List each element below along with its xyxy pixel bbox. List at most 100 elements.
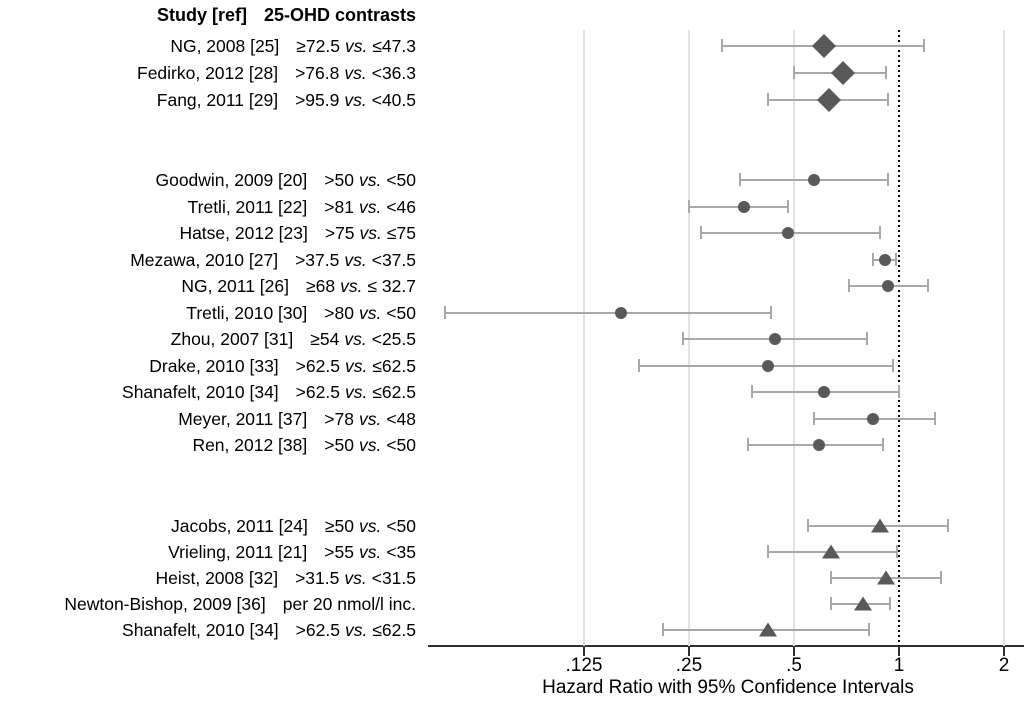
contrast-right-value: <31.5 xyxy=(371,568,416,588)
gridline-0.125 xyxy=(583,30,585,646)
x-tick-label-1: 1 xyxy=(893,655,905,676)
study-name: Heist, 2008 [32] xyxy=(155,568,279,588)
study-name: Ren, 2012 [38] xyxy=(192,435,308,455)
study-name: Hatse, 2012 [23] xyxy=(179,223,308,243)
contrast-right-value: ≤ 32.7 xyxy=(367,276,416,296)
contrast-left-value: >31.5 xyxy=(295,568,340,588)
study-name: Shanafelt, 2010 [34] xyxy=(122,382,279,402)
contrast-text: >50 vs. <50 xyxy=(324,432,416,458)
contrast-text: >78 vs. <48 xyxy=(324,406,416,432)
contrast-right-value: <50 xyxy=(386,516,416,536)
study-row: NG, 2011 [26] ≥68 vs. ≤ 32.7 xyxy=(0,273,416,299)
contrast-left-value: ≥72.5 xyxy=(296,36,340,56)
contrast-right-value: <35 xyxy=(386,542,416,562)
study-name: NG, 2008 [25] xyxy=(170,36,280,56)
ci-cap-right xyxy=(887,173,889,186)
contrast-left-value: >50 xyxy=(324,170,354,190)
study-row: Tretli, 2011 [22] >81 vs. <46 xyxy=(0,194,416,220)
contrast-right-value: <37.5 xyxy=(371,249,416,270)
study-name: Jacobs, 2011 [24] xyxy=(171,516,308,536)
vs-label: vs. xyxy=(344,90,367,110)
vs-label: vs. xyxy=(358,542,382,562)
contrast-left-value: >37.5 xyxy=(295,249,340,270)
study-row: Goodwin, 2009 [20] >50 vs. <50 xyxy=(0,167,416,193)
study-row: Drake, 2010 [33] >62.5 vs. ≤62.5 xyxy=(0,353,416,379)
contrast-text: ≥72.5 vs. ≤47.3 xyxy=(296,33,416,59)
contrast-text: >37.5 vs. <37.5 xyxy=(295,247,416,273)
x-tick-label-.5: .5 xyxy=(786,655,802,676)
ci-cap-left xyxy=(766,545,769,558)
study-name: Zhou, 2007 [31] xyxy=(170,329,294,349)
contrast-text: >31.5 vs. <31.5 xyxy=(295,565,416,591)
study-name: Fedirko, 2012 [28] xyxy=(137,63,279,83)
vs-label: vs. xyxy=(344,382,368,402)
study-name: Tretli, 2011 [22] xyxy=(187,196,308,217)
contrast-right-value: ≤62.5 xyxy=(372,382,416,402)
ci-cap-right xyxy=(923,39,926,52)
ci-cap-left xyxy=(638,358,641,372)
contrast-left-value: >78 xyxy=(324,408,354,429)
hr-marker-diamond xyxy=(830,60,855,86)
contrast-right-value: ≤47.3 xyxy=(372,36,416,56)
study-name: Mezawa, 2010 [27] xyxy=(130,249,279,270)
ci-cap-right xyxy=(887,93,889,106)
contrast-left-value: >50 xyxy=(324,435,354,455)
hr-marker-circle xyxy=(878,253,891,266)
study-name: NG, 2011 [26] xyxy=(181,276,290,296)
study-name: Fang, 2011 [29] xyxy=(156,90,279,110)
contrast-right-value: ≤62.5 xyxy=(372,355,416,376)
ci-cap-right xyxy=(786,199,789,213)
vs-label: vs. xyxy=(344,249,367,270)
contrast-right-value: <50 xyxy=(386,170,416,190)
hr-marker-circle xyxy=(768,333,781,345)
ci-cap-left xyxy=(699,226,702,239)
hr-marker-triangle xyxy=(758,622,777,637)
ci-cap-right xyxy=(898,385,900,398)
study-name: Vrieling, 2011 [21] xyxy=(168,542,308,562)
contrast-right-value: <36.3 xyxy=(371,63,416,83)
vs-label: vs. xyxy=(358,196,382,217)
ci-cap-right xyxy=(882,438,885,451)
contrast-text: >75 vs. ≤75 xyxy=(325,220,416,246)
ci-cap-left xyxy=(681,332,684,345)
ci-cap-right xyxy=(866,332,869,345)
hr-marker-circle xyxy=(761,359,774,372)
contrast-left-value: ≥54 xyxy=(310,329,340,349)
vs-label: vs. xyxy=(344,329,367,349)
study-row: Fang, 2011 [29] >95.9 vs. <40.5 xyxy=(0,87,416,113)
contrast-left-value: >80 xyxy=(324,302,354,323)
ci-cap-right xyxy=(940,571,943,584)
ci-cap-right xyxy=(896,545,899,558)
contrast-right-value: <25.5 xyxy=(371,329,416,349)
ci-cap-left xyxy=(738,173,741,186)
contrast-right-value: <48 xyxy=(386,408,416,429)
contrast-text: >76.8 vs. <36.3 xyxy=(295,60,416,86)
study-row: Fedirko, 2012 [28] >76.8 vs. <36.3 xyxy=(0,60,416,86)
contrast-right-value: <40.5 xyxy=(371,90,416,110)
ci-cap-right xyxy=(888,597,891,610)
study-row: Jacobs, 2011 [24] ≥50 vs. <50 xyxy=(0,513,416,539)
ci-cap-left xyxy=(871,252,874,266)
contrast-left-value: ≥50 xyxy=(324,516,354,536)
study-name: Newton-Bishop, 2009 [36] xyxy=(64,594,266,614)
vs-label: vs. xyxy=(358,435,382,455)
study-name: Drake, 2010 [33] xyxy=(149,355,279,376)
vs-label: vs. xyxy=(358,302,382,323)
vs-label: vs. xyxy=(344,568,367,588)
ci-cap-right xyxy=(878,226,881,239)
contrast-left-value: >62.5 xyxy=(295,620,340,640)
vs-label: vs. xyxy=(344,620,368,640)
ci-cap-right xyxy=(926,279,929,292)
vs-label: vs. xyxy=(344,36,368,56)
contrast-column-header: 25-OHD contrasts xyxy=(263,5,416,25)
vs-label: vs. xyxy=(358,408,382,429)
ci-cap-left xyxy=(793,66,795,79)
study-name: Tretli, 2010 [30] xyxy=(186,302,308,323)
ci-cap-left xyxy=(807,519,810,532)
gridline-2 xyxy=(1003,30,1005,646)
x-tick-label-2: 2 xyxy=(998,655,1010,676)
ci-cap-left xyxy=(688,199,690,213)
ci-cap-right xyxy=(946,519,949,532)
ci-cap-right xyxy=(770,305,773,319)
